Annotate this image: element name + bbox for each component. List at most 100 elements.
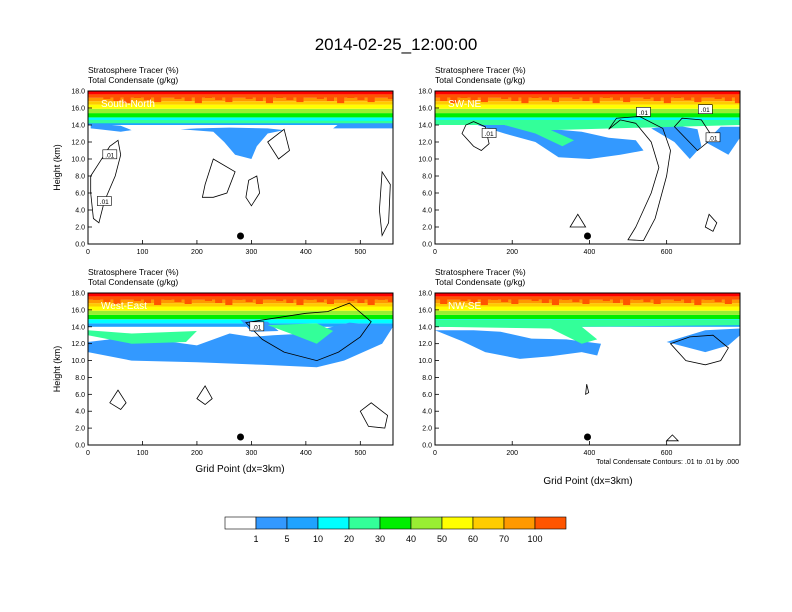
tracer-ripple [653,296,661,304]
y-tick-label: 2.0 [75,225,85,232]
x-axis-label-left: Grid Point (dx=3km) [195,464,284,475]
tracer-ripple [164,94,172,97]
condensate-contour [201,158,236,198]
plot-frame [87,90,394,245]
contour-label: .01 [639,110,648,117]
tracer-ripple [326,94,334,101]
tracer-ripple [276,296,284,301]
tracer-ripple [531,296,539,301]
y-tick-label: 2.0 [422,426,432,433]
tracer-band [88,97,393,102]
y-tick-label: 12.0 [71,140,85,147]
colorbar-box [472,516,505,530]
y-tick-label: 4.0 [422,409,432,416]
y-tick-label: 4.0 [422,208,432,215]
y-tick-label: 16.0 [71,307,85,314]
y-tick-label: 4.0 [75,208,85,215]
panel-4: Stratosphere Tracer (%)Total Condensate … [418,267,741,457]
colorbar-label: 1 [253,534,258,544]
colorbar-box [255,516,288,530]
x-tick-label: 600 [661,249,673,256]
tracer-shading-5pct [90,123,132,132]
tracer-ripple [684,94,692,100]
colorbar-label: 10 [313,534,323,544]
y-tick-label: 10.0 [418,358,432,365]
contour-label-box [636,107,651,117]
colorbar: 1 5 10 20 30 40 50 60 70 100 [224,516,567,544]
tracer-ripple [255,296,263,304]
plot-area: .01 .01 [88,91,393,244]
tracer-ripple [714,296,722,302]
y-tick-label: 16.0 [418,307,432,314]
tracer-ripple [357,94,365,100]
tracer-band [88,101,393,105]
x-tick-label: 500 [354,249,366,256]
tracer-shading-5pct [666,328,740,353]
panel-title-condensate: Total Condensate (g/kg) [435,75,525,85]
contour-label: .01 [252,324,261,331]
plot-area [435,293,740,445]
tracer-ripple [450,94,458,104]
tracer-ripple [521,296,529,299]
contour-label-box [481,128,497,138]
tracer-band [435,117,740,122]
tracer-ripple [225,94,233,103]
plot-area: .01 .01 .01 .01 [435,91,740,244]
colorbar-box [441,516,474,530]
tracer-ripple [623,296,631,305]
panel-title-tracer: Stratosphere Tracer (%) [435,267,526,277]
colorbar-label: 5 [284,534,289,544]
condensate-contour [359,402,389,429]
tracer-ripple [235,296,243,300]
tracer-ripple [204,296,212,301]
y-tick-label: 18.0 [418,291,432,298]
panel-label: South-North [101,99,155,110]
tracer-ripple [103,94,111,99]
tracer-ripple [673,94,681,98]
tracer-ripple [377,296,385,300]
contour-label: .01 [105,152,114,159]
tracer-shading-30pct [435,119,740,147]
colorbar-label: 50 [437,534,447,544]
tracer-ripple [225,296,233,305]
tracer-ripple [724,296,732,304]
tracer-ripple [592,94,600,104]
tracer-ripple [113,296,121,304]
tracer-ripple [623,94,631,103]
tracer-ripple [326,296,334,304]
y-tick-label: 18.0 [418,89,432,96]
tracer-ripple [612,94,620,100]
colorbar-box [503,516,536,530]
y-tick-label: 4.0 [75,409,85,416]
contour-label: .01 [100,199,109,206]
y-tick-label: 10.0 [418,157,432,164]
tracer-ripple [103,296,111,302]
tracer-ripple [164,296,172,300]
plot-frame [434,90,741,245]
tracer-ripple [215,296,223,303]
y-tick-label: 18.0 [71,291,85,298]
tracer-ripple [143,296,151,303]
contour-label-box [249,321,265,332]
condensate-contour [378,170,391,237]
x-tick-label: 300 [246,450,258,457]
tracer-ripple [337,296,345,299]
tracer-band [88,323,393,327]
tracer-ripple [440,296,448,304]
tracer-band [435,113,740,118]
tracer-ripple [663,296,671,299]
tracer-ripple [714,94,722,99]
x-tick-label: 400 [300,450,312,457]
tracer-ripple [511,296,519,304]
tracer-ripple [734,296,740,299]
panel-title-condensate: Total Condensate (g/kg) [88,75,178,85]
tracer-ripple [235,94,243,97]
y-tick-label: 14.0 [71,324,85,331]
tracer-ripple [215,94,223,100]
y-tick-label: 16.0 [418,106,432,113]
colorbar-label: 60 [468,534,478,544]
tracer-ripple [694,94,702,103]
tracer-band [88,293,393,297]
tracer-ripple [663,94,671,104]
tracer-ripple [367,94,375,103]
